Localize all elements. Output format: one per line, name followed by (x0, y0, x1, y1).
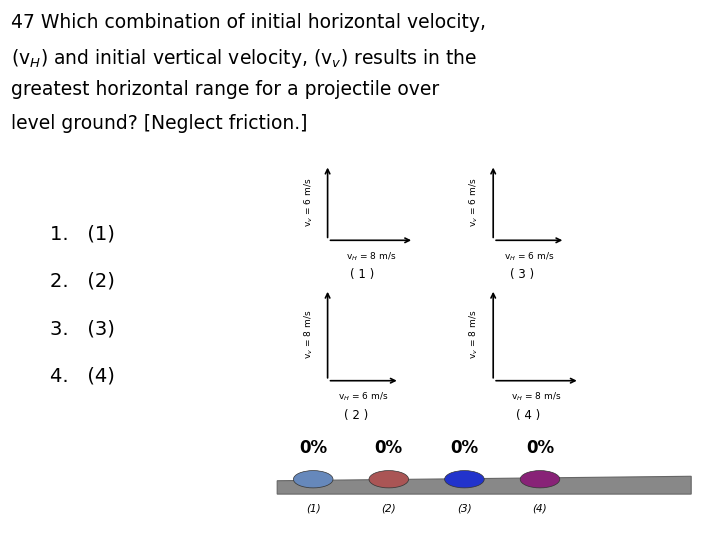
Text: 3.   (3): 3. (3) (50, 319, 115, 338)
Text: v$_H$ = 8 m/s: v$_H$ = 8 m/s (346, 250, 396, 262)
Text: v$_H$ = 8 m/s: v$_H$ = 8 m/s (511, 390, 562, 403)
Text: greatest horizontal range for a projectile over: greatest horizontal range for a projecti… (11, 80, 439, 99)
Ellipse shape (444, 470, 485, 488)
Text: (4): (4) (533, 504, 547, 514)
Ellipse shape (521, 470, 560, 488)
Text: 4.   (4): 4. (4) (50, 367, 115, 386)
Text: (v$_H$) and initial vertical velocity, (v$_v$) results in the: (v$_H$) and initial vertical velocity, (… (11, 47, 477, 70)
Text: ( 3 ): ( 3 ) (510, 268, 534, 281)
Text: 2.   (2): 2. (2) (50, 272, 115, 291)
Text: v$_v$ = 8 m/s: v$_v$ = 8 m/s (302, 310, 315, 360)
Text: 47 Which combination of initial horizontal velocity,: 47 Which combination of initial horizont… (11, 14, 486, 32)
Text: level ground? [Neglect friction.]: level ground? [Neglect friction.] (11, 114, 307, 133)
Text: 0%: 0% (374, 439, 403, 457)
Text: (1): (1) (306, 504, 320, 514)
Text: ( 2 ): ( 2 ) (344, 409, 369, 422)
Text: (2): (2) (382, 504, 396, 514)
Text: 0%: 0% (526, 439, 554, 457)
Text: 0%: 0% (450, 439, 479, 457)
Text: 1.   (1): 1. (1) (50, 224, 115, 243)
Text: v$_v$ = 6 m/s: v$_v$ = 6 m/s (302, 178, 315, 227)
Text: ( 4 ): ( 4 ) (516, 409, 540, 422)
Text: v$_H$ = 6 m/s: v$_H$ = 6 m/s (338, 390, 389, 403)
Text: v$_H$ = 6 m/s: v$_H$ = 6 m/s (504, 250, 554, 262)
Text: v$_v$ = 8 m/s: v$_v$ = 8 m/s (468, 310, 480, 360)
Text: ( 1 ): ( 1 ) (350, 268, 374, 281)
Text: v$_v$ = 6 m/s: v$_v$ = 6 m/s (468, 178, 480, 227)
Text: 0%: 0% (299, 439, 328, 457)
Polygon shape (277, 476, 691, 494)
Ellipse shape (369, 470, 409, 488)
Ellipse shape (294, 470, 333, 488)
Text: (3): (3) (457, 504, 472, 514)
